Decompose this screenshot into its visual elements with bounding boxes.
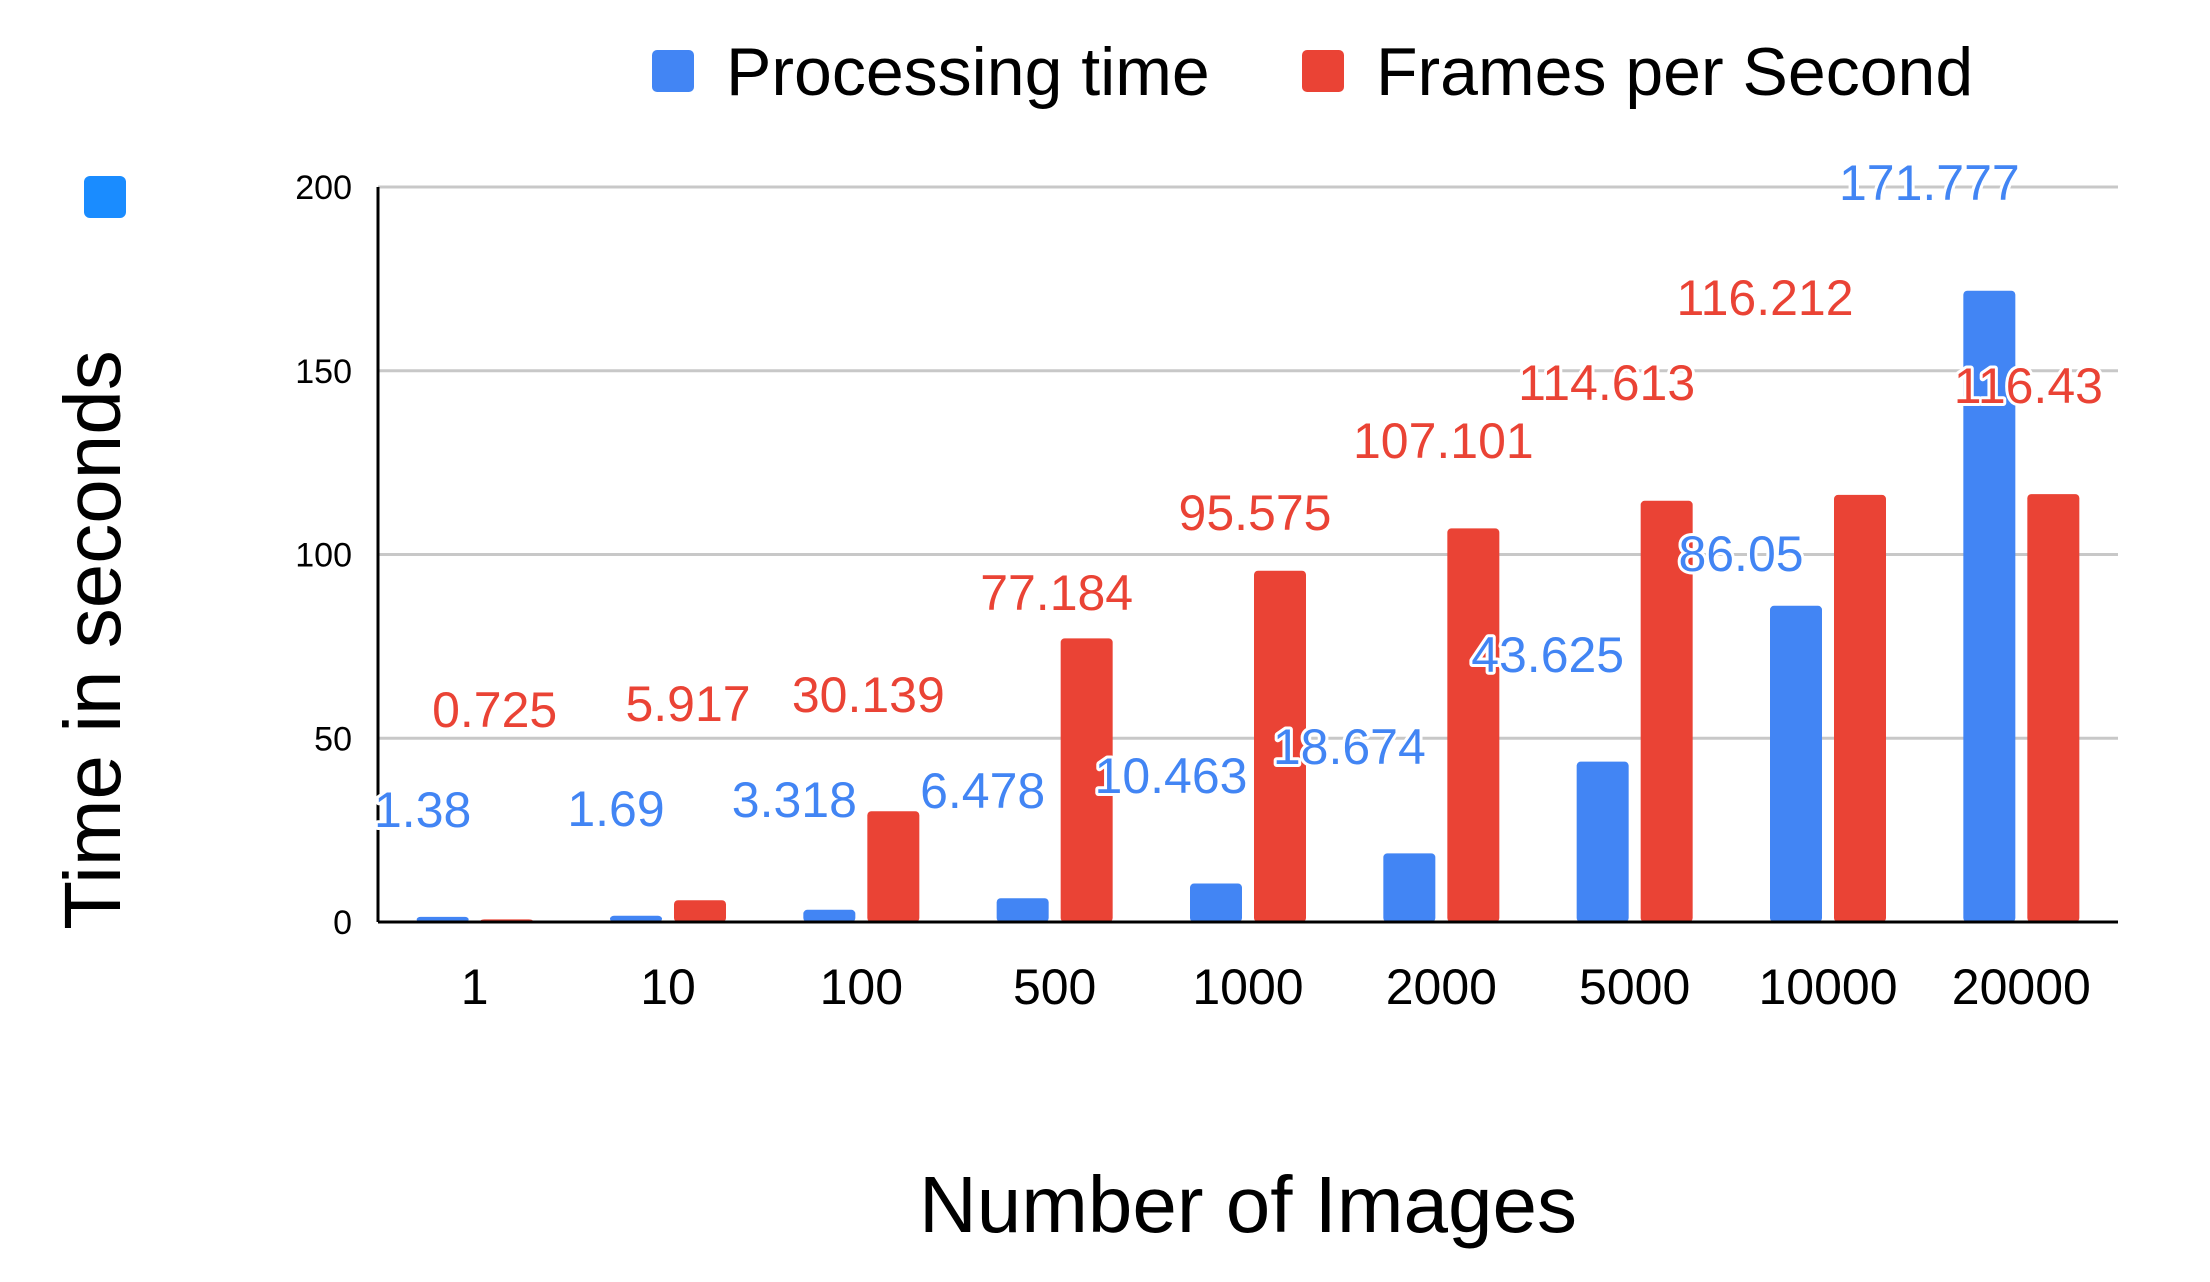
data-label-processing-time: 10.463: [1095, 748, 1248, 804]
bar-processing-time: [1576, 761, 1629, 922]
legend-label-processing-time: Processing time: [726, 34, 1210, 110]
bar-frames-per-second: [674, 900, 726, 922]
bar-frames-per-second: [1060, 638, 1113, 922]
axis-titles: Number of Images Time in seconds: [48, 176, 1577, 1249]
x-axis-categories: 1 10 100 500 1000 2000 5000 10000 20000: [461, 959, 2091, 1015]
x-tick-label: 10: [640, 959, 696, 1015]
y-axis-ticks: 0 50 100 150 200: [295, 169, 352, 942]
bar-frames-per-second: [1254, 570, 1306, 922]
data-label-processing-time: 3.318: [732, 772, 857, 828]
y-tick-label: 200: [295, 169, 352, 207]
bars: [416, 290, 2080, 923]
y-axis-series-marker-icon: [84, 176, 126, 218]
data-label-frames-per-second: 0.725: [432, 682, 557, 738]
bar-frames-per-second: [2027, 494, 2080, 922]
x-tick-label: 20000: [1952, 959, 2091, 1015]
bar-frames-per-second: [1640, 500, 1693, 922]
data-label-processing-time: 1.38: [374, 782, 471, 838]
data-label-frames-per-second: 116.43: [1954, 358, 2103, 414]
legend-swatch-processing-time-icon: [652, 50, 694, 92]
y-tick-label: 100: [295, 537, 352, 575]
data-label-frames-per-second: 95.575: [1179, 485, 1332, 541]
bar-processing-time: [610, 915, 662, 922]
x-tick-label: 1: [461, 959, 489, 1015]
bar-processing-time: [1770, 605, 1822, 922]
x-tick-label: 1000: [1192, 959, 1303, 1015]
x-tick-label: 10000: [1758, 959, 1897, 1015]
y-axis-title: Time in seconds: [48, 350, 137, 930]
x-tick-label: 2000: [1386, 959, 1497, 1015]
bar-processing-time: [996, 898, 1049, 922]
data-label-processing-time: 86.05: [1678, 526, 1803, 582]
x-tick-label: 5000: [1579, 959, 1690, 1015]
data-label-frames-per-second: 30.139: [792, 667, 945, 723]
data-label-processing-time: 6.478: [920, 763, 1045, 819]
data-label-frames-per-second: 107.101: [1353, 413, 1534, 469]
legend-swatch-frames-per-second-icon: [1302, 50, 1344, 92]
data-label-frames-per-second: 116.212: [1676, 270, 1853, 326]
data-labels: 1.38 1.69 3.318 6.478 10.463 18.674 43.625 86.0…: [371, 152, 2106, 841]
legend: Processing time Frames per Second: [652, 34, 1973, 110]
data-label-processing-time: 18.674: [1273, 719, 1426, 775]
data-label-processing-time: 171.777: [1839, 155, 2020, 211]
bar-frames-per-second: [1834, 494, 1886, 922]
axes: [376, 187, 2118, 924]
legend-label-frames-per-second: Frames per Second: [1376, 34, 1973, 110]
y-tick-label: 0: [333, 904, 352, 942]
data-label-frames-per-second: 5.917: [625, 676, 750, 732]
gridlines: [378, 185, 2118, 740]
bar-frames-per-second: [867, 811, 920, 922]
x-tick-label: 100: [820, 959, 903, 1015]
bar-frames-per-second: [1447, 528, 1500, 922]
bar-processing-time: [1190, 883, 1242, 922]
y-tick-label: 50: [314, 720, 352, 758]
bar-processing-time: [1963, 290, 2016, 923]
data-label-frames-per-second: 77.184: [980, 565, 1133, 621]
data-label-processing-time: 43.625: [1471, 627, 1624, 683]
bar-processing-time: [803, 909, 856, 922]
x-axis-title: Number of Images: [919, 1160, 1577, 1249]
data-label-processing-time: 1.69: [567, 781, 664, 837]
x-tick-label: 500: [1013, 959, 1096, 1015]
y-tick-label: 150: [295, 353, 352, 391]
data-label-frames-per-second: 114.613: [1518, 355, 1695, 411]
bar-processing-time: [1383, 853, 1436, 922]
